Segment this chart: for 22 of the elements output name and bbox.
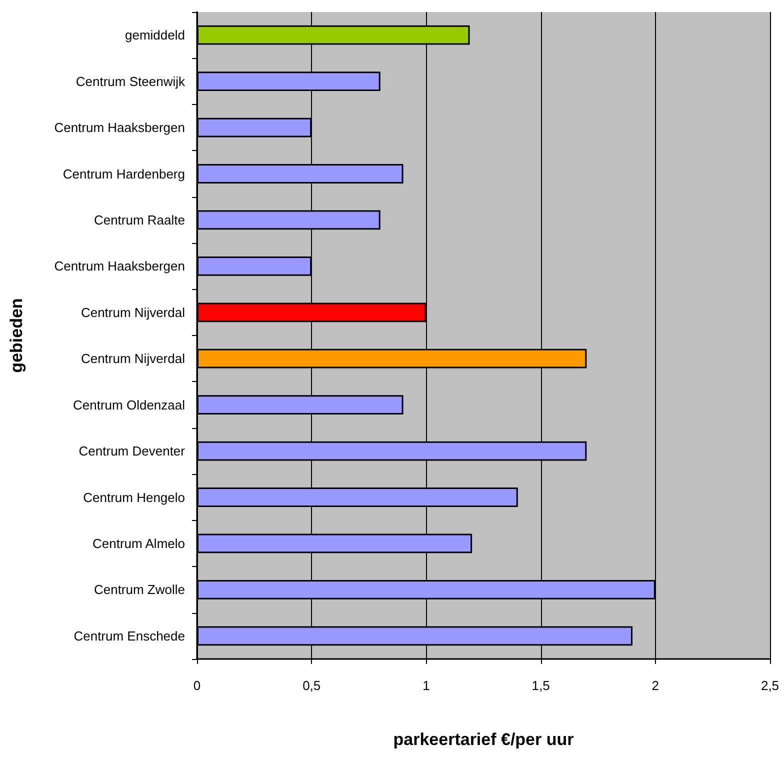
x-tick-label: 2 xyxy=(652,678,660,693)
y-tick-label: Centrum Raalte xyxy=(94,212,185,228)
y-tick-label: Centrum Oldenzaal xyxy=(73,397,186,412)
x-tick-label: 1,5 xyxy=(532,678,550,693)
y-tick-label: Centrum Enschede xyxy=(74,628,185,644)
y-tick-label: Centrum Hengelo xyxy=(83,490,185,505)
y-tick-label: Centrum Nijverdal xyxy=(80,304,186,320)
x-tick-label: 2,5 xyxy=(760,678,780,693)
x-tick-label: 0,5 xyxy=(302,678,321,693)
x-tick-label: 0 xyxy=(193,678,201,693)
x-tick-label: 1 xyxy=(422,678,430,693)
y-tick-label: Centrum Nijverdal xyxy=(80,351,186,366)
y-tick-label: Centrum Almelo xyxy=(92,536,185,551)
x-axis-title: parkeertarief €/per uur xyxy=(393,730,574,749)
y-tick-label: gemiddeld xyxy=(125,28,185,43)
y-tick-label: Centrum Hardenberg xyxy=(62,166,185,182)
y-tick-label: Centrum Haaksbergen xyxy=(54,120,185,136)
y-tick-label: Centrum Deventer xyxy=(78,444,186,459)
y-tick-label: Centrum Haaksbergen xyxy=(54,258,185,274)
y-tick-label: Centrum Zwolle xyxy=(94,582,185,598)
y-axis-title: gebieden xyxy=(7,298,26,373)
y-tick-label: Centrum Steenwijk xyxy=(76,74,186,89)
